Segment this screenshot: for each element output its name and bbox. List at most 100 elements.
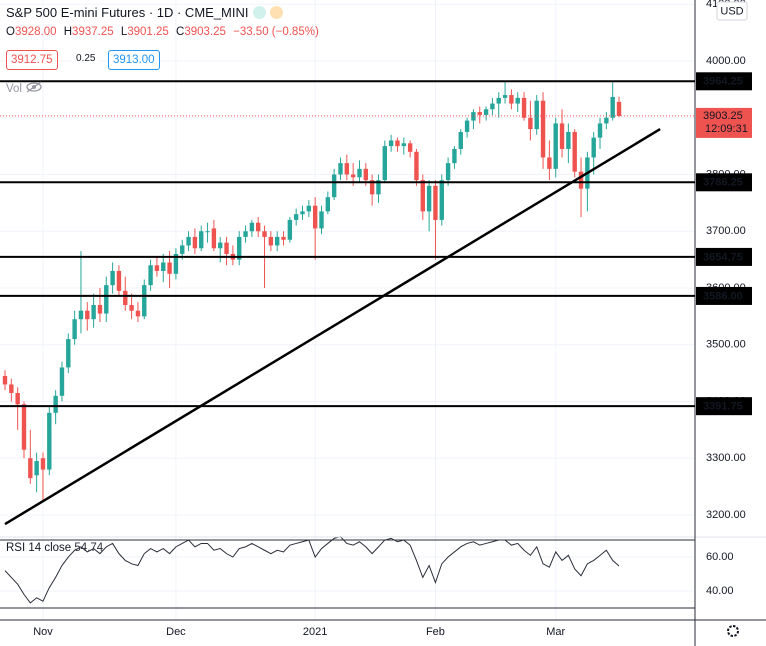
candle-body [293, 214, 299, 220]
candle-body [566, 131, 571, 149]
candle-body [274, 236, 280, 246]
candle-body [464, 120, 470, 132]
price-change: −33.50 (−0.85%) [233, 26, 319, 38]
candle-body [616, 101, 622, 116]
candle-body [350, 174, 356, 178]
y-tick-label: 3700.00 [706, 225, 746, 237]
volume-label: Vol [6, 83, 22, 95]
candle-body [452, 148, 457, 164]
candle-body [287, 219, 293, 240]
candle-body [224, 242, 229, 254]
candle-body [66, 339, 71, 368]
rsi-value: 54.74 [74, 542, 104, 554]
level-label: 3654.75 [703, 251, 743, 263]
candle-body [515, 97, 520, 104]
y-tick-label: 3300.00 [706, 452, 746, 464]
y-tick-label: 3200.00 [706, 509, 746, 521]
candle-body [110, 270, 115, 286]
symbol-header: S&P 500 E-mini Futures · 1D · CME_MINI [6, 5, 283, 20]
candle-body [325, 197, 331, 212]
candle-body [578, 171, 584, 189]
hide-icon[interactable] [25, 81, 43, 93]
candle-body [376, 180, 381, 195]
currency-tag [716, 1, 748, 21]
x-tick-label: Mar [546, 626, 565, 638]
market-status-icon[interactable] [252, 6, 266, 19]
candle-body [420, 180, 425, 212]
candle-body [148, 265, 153, 286]
last-price-label: 3903.25 [703, 110, 743, 122]
rsi-tick-label: 40.00 [706, 585, 734, 597]
candle-body [129, 305, 134, 311]
last-price-tag [696, 107, 752, 138]
candle-body [78, 310, 84, 320]
candle-body [610, 96, 615, 118]
candle-body [591, 137, 596, 158]
candle-body [319, 211, 324, 229]
candle-body [363, 168, 369, 181]
candle-body [382, 146, 387, 181]
candle-body [268, 236, 274, 246]
grid [0, 0, 695, 620]
candle-body [2, 375, 8, 385]
candle-body [161, 262, 166, 271]
candle-body [186, 236, 191, 246]
symbol-title[interactable]: S&P 500 E-mini Futures · 1D · CME_MINI [6, 5, 249, 20]
x-tick-label: 2021 [303, 626, 327, 638]
candle-body [395, 140, 400, 147]
candle-body [312, 205, 318, 229]
y-tick-label: 3500.00 [706, 339, 746, 351]
candle-body [300, 211, 305, 215]
buy-button[interactable]: 3913.00 [108, 50, 160, 70]
candle-body [281, 236, 286, 240]
level-tag [696, 397, 752, 416]
candle-body [559, 123, 565, 149]
delay-icon[interactable] [269, 6, 283, 19]
candle-body [534, 100, 539, 130]
candle-body [388, 140, 394, 147]
candle-body [540, 100, 546, 158]
candle-body [173, 253, 179, 274]
candle-body [490, 103, 495, 110]
candle-body [458, 131, 463, 149]
candle-body [344, 163, 350, 175]
ohlc-value: 3901.25 [127, 26, 169, 38]
x-tick-label: Feb [426, 626, 445, 638]
candle-body [496, 97, 501, 104]
candle-body [9, 384, 14, 393]
candle-body [237, 236, 242, 260]
candle-body [218, 242, 223, 249]
candle-body [167, 262, 172, 274]
candle-body [445, 163, 451, 181]
candle-body [249, 222, 255, 232]
countdown: 12:09:31 [705, 123, 748, 135]
level-tag [696, 72, 752, 91]
candle-body [306, 205, 312, 212]
candle-body [15, 392, 20, 405]
level-label: 3964.25 [703, 76, 743, 88]
candle-body [262, 231, 267, 237]
candle-body [331, 174, 337, 198]
currency-label: USD [720, 5, 743, 17]
candle-body [211, 228, 217, 249]
candle-body [205, 231, 210, 233]
candle-body [256, 222, 261, 232]
ohlc-key: H [63, 26, 73, 38]
ohlc-key: O [6, 26, 15, 38]
sell-button[interactable]: 3912.75 [6, 50, 58, 70]
candle-body [154, 265, 160, 271]
candle-body [97, 305, 103, 314]
candle-body [199, 231, 204, 249]
candle-body [553, 123, 558, 169]
rsi-legend: RSI 14 close 54.74 [6, 542, 103, 554]
candle-body [123, 290, 128, 306]
spread: 0.25 [72, 50, 100, 68]
candle-body [91, 305, 96, 320]
candle-body [572, 131, 577, 172]
ohlc-key: L [120, 26, 128, 38]
y-tick-label: 4000.00 [706, 55, 746, 67]
candle-body [477, 112, 482, 115]
settings-icon[interactable] [727, 625, 739, 637]
rsi-tick-label: 60.00 [706, 551, 734, 563]
